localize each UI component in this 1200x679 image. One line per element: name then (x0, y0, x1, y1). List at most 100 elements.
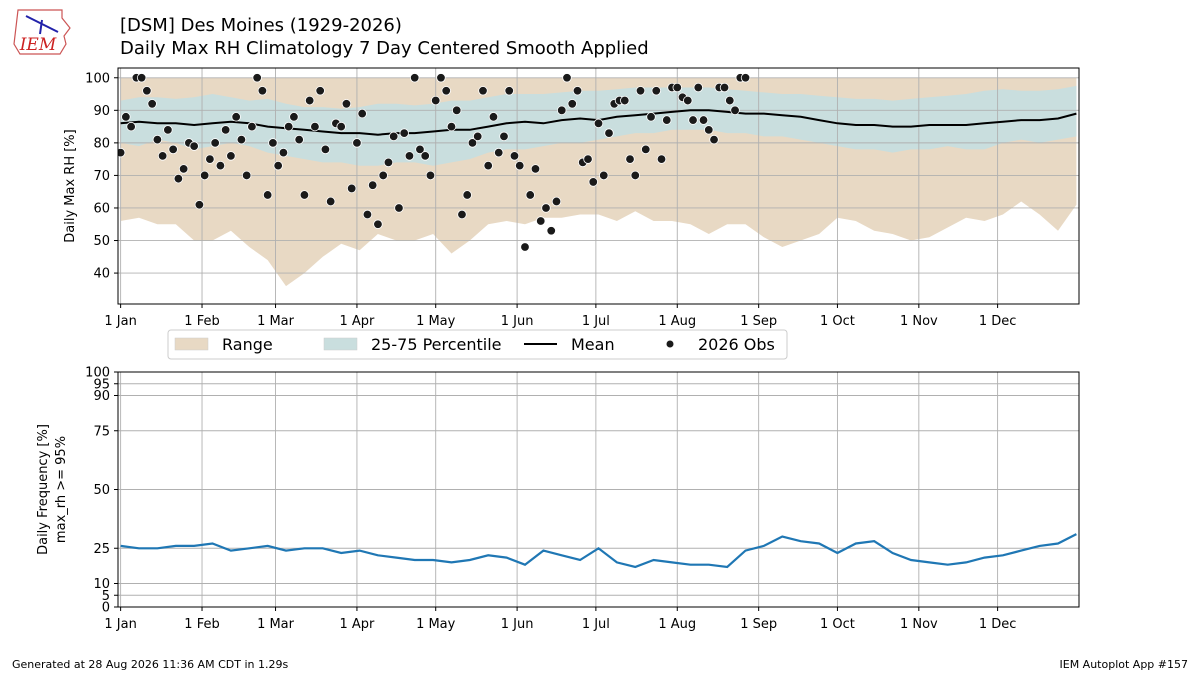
footer-left: Generated at 28 Aug 2026 11:36 AM CDT in… (12, 658, 288, 671)
logo: IEM (13, 9, 71, 55)
legend-label: Range (222, 335, 273, 354)
obs-point (378, 170, 388, 181)
x-tick-label: 1 Sep (740, 314, 777, 329)
obs-point (446, 121, 457, 132)
y-tick-label: 95 (93, 377, 110, 392)
obs-point (142, 86, 152, 96)
chart-title: [DSM] Des Moines (1929-2026) (120, 15, 402, 36)
obs-point (583, 154, 593, 164)
x-tick-label: 1 Jan (104, 617, 136, 632)
obs-point (709, 134, 719, 145)
obs-point (289, 112, 299, 122)
obs-point (178, 164, 189, 174)
obs-point (562, 73, 572, 83)
y-tick-label: 100 (85, 366, 110, 381)
x-tick-label: 1 Mar (257, 617, 295, 632)
x-tick-label: 1 Jun (501, 617, 534, 632)
obs-point (152, 134, 163, 145)
obs-point (252, 73, 262, 83)
obs-point (231, 112, 241, 122)
obs-point (404, 151, 415, 161)
obs-point (525, 190, 535, 200)
obs-point (415, 144, 425, 155)
y-tick-label: 70 (93, 169, 110, 184)
obs-point (683, 95, 693, 106)
x-tick-label: 1 Aug (658, 314, 696, 329)
obs-point (572, 86, 583, 96)
obs-point (541, 203, 551, 213)
obs-point (310, 121, 320, 132)
obs-point (273, 160, 283, 171)
x-tick-label: 1 Jul (582, 314, 610, 329)
line (120, 533, 1077, 569)
obs-point (189, 141, 199, 151)
obs-point (635, 86, 646, 96)
legend-label: 2026 Obs (698, 335, 775, 354)
axes-frame (117, 67, 1080, 305)
x-tick-label: 1 Dec (979, 314, 1017, 329)
x-tick-label: 1 Feb (184, 314, 219, 329)
plot-area (118, 68, 1079, 304)
obs-point (121, 112, 131, 122)
obs-point (630, 170, 640, 181)
obs-point (325, 196, 336, 207)
obs-point (436, 73, 446, 83)
obs-point (509, 151, 520, 161)
obs-point (698, 115, 709, 125)
obs-point (126, 121, 136, 132)
legend-label: Mean (571, 335, 615, 354)
x-tick-label: 1 Aug (658, 617, 696, 632)
obs-point (320, 144, 331, 155)
obs-point (499, 131, 509, 142)
y-tick-label: 50 (93, 483, 110, 498)
legend-swatch (323, 337, 358, 351)
obs-point (147, 99, 157, 109)
obs-point (163, 125, 173, 135)
obs-point (336, 121, 346, 132)
obs-point (257, 86, 268, 96)
obs-point (494, 147, 504, 158)
obs-point (740, 73, 751, 83)
obs-point (299, 190, 310, 200)
x-tick-label: 1 Jan (104, 314, 136, 329)
y-tick-label: 100 (85, 71, 110, 86)
obs-point (730, 105, 740, 116)
obs-point (262, 190, 273, 200)
y-tick-label: 10 (93, 577, 110, 592)
obs-point (215, 160, 226, 171)
y-tick-label: 50 (93, 234, 110, 249)
obs-point (247, 121, 257, 132)
obs-point (593, 118, 604, 129)
obs-point (672, 82, 682, 93)
obs-point (662, 115, 672, 125)
obs-point (268, 138, 278, 148)
x-tick-label: 1 Sep (740, 617, 777, 632)
obs-point (483, 160, 493, 171)
obs-point (725, 95, 735, 106)
legend-label: 25-75 Percentile (371, 335, 502, 354)
obs-point (283, 121, 294, 132)
obs-point (604, 128, 614, 138)
obs-point (278, 147, 289, 158)
obs-point (220, 125, 231, 135)
y-tick-label: 40 (93, 267, 110, 282)
obs-point (194, 200, 205, 210)
obs-point (367, 180, 378, 190)
obs-point (588, 177, 598, 187)
obs-point (399, 128, 409, 138)
obs-point (688, 115, 698, 125)
y-axis-label: max_rh >= 95% (54, 436, 69, 543)
x-tick-label: 1 Jun (501, 314, 534, 329)
obs-point (373, 219, 383, 229)
obs-point (704, 125, 714, 135)
obs-point (641, 144, 651, 155)
y-tick-label: 80 (93, 136, 110, 151)
obs-point (719, 82, 730, 93)
obs-point (646, 112, 656, 122)
obs-point (294, 134, 304, 145)
obs-point (488, 112, 499, 122)
obs-point (520, 242, 530, 252)
obs-point (656, 154, 667, 164)
y-axis-label: Daily Max RH [%] (63, 129, 78, 242)
x-tick-label: 1 Jul (582, 617, 610, 632)
